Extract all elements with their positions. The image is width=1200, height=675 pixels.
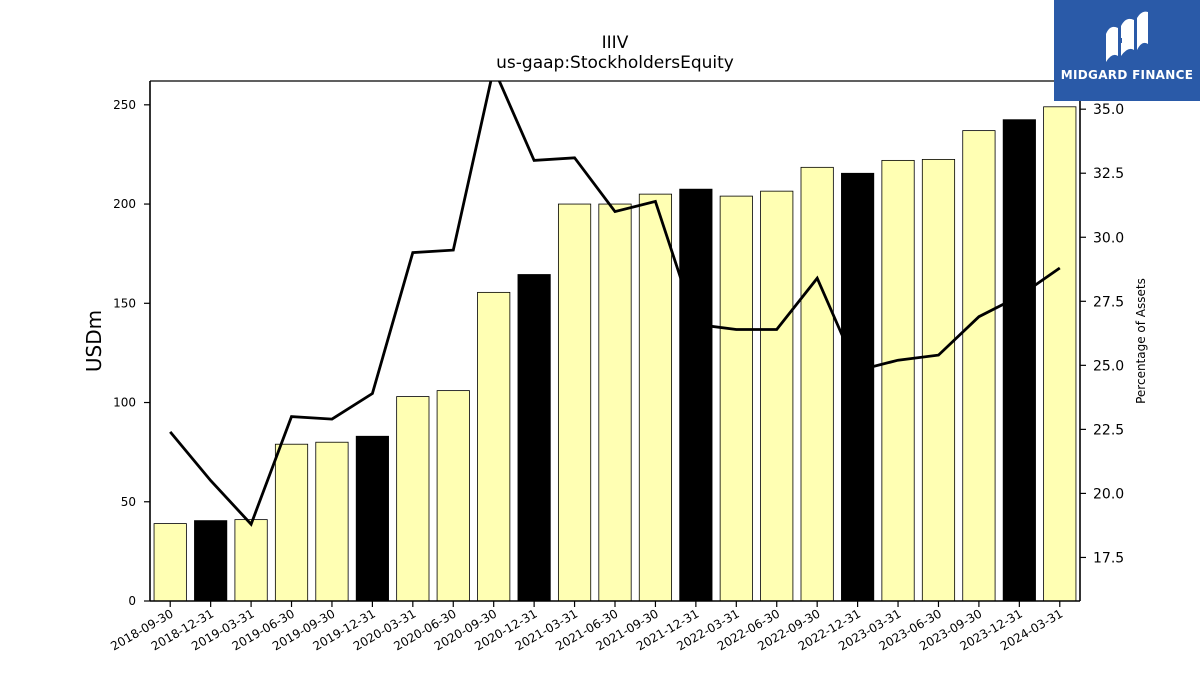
bar-2023-03-31 xyxy=(881,159,915,602)
bar-2018-12-31 xyxy=(194,520,228,602)
logo-text: MIDGARD FINANCE xyxy=(1060,68,1194,82)
y-tick-label-left: 0 xyxy=(128,594,136,608)
y-tick-label-right: 35.0 xyxy=(1093,102,1124,118)
percentage-of-assets-line xyxy=(169,81,1061,527)
bar-2023-09-30 xyxy=(962,130,996,602)
bar-2019-06-30 xyxy=(274,443,309,602)
y-tick-label-right: 25.0 xyxy=(1093,358,1124,374)
y-tick-label-left: 150 xyxy=(113,296,136,310)
bar-2021-12-31 xyxy=(679,188,713,602)
bar-2022-09-30 xyxy=(800,166,834,602)
y-axis-label-right: Percentage of Assets xyxy=(1134,278,1148,404)
bar-2018-09-30 xyxy=(153,523,187,602)
bar-2020-09-30 xyxy=(477,291,511,602)
bar-2019-09-30 xyxy=(315,441,349,602)
bar-2022-06-30 xyxy=(760,190,794,602)
y-tick-label-right: 22.5 xyxy=(1093,422,1124,438)
midgard-logo-icon xyxy=(1106,11,1148,62)
bar-2023-06-30 xyxy=(921,158,956,602)
y-tick-label-right: 27.5 xyxy=(1093,294,1124,310)
bar-2024-03-31 xyxy=(1043,106,1077,602)
bar-2021-09-30 xyxy=(638,193,673,602)
y-axis-label-left: USDm xyxy=(82,310,106,372)
midgard-finance-logo: MIDGARD FINANCE xyxy=(1054,0,1200,101)
bar-2020-03-31 xyxy=(396,396,430,602)
y-tick-label-left: 50 xyxy=(121,495,136,509)
y-tick-label-right: 20.0 xyxy=(1093,486,1124,502)
y-tick-label-left: 100 xyxy=(113,396,136,410)
bar-2021-06-30 xyxy=(598,203,632,602)
chart-subtitle: us-gaap:StockholdersEquity xyxy=(496,53,734,73)
line-layer xyxy=(169,81,1061,527)
bar-2020-06-30 xyxy=(436,390,470,602)
bars-layer xyxy=(153,106,1077,602)
bar-2021-03-31 xyxy=(557,203,592,602)
y-tick-label-right: 30.0 xyxy=(1093,230,1124,246)
bar-2023-12-31 xyxy=(1002,119,1036,602)
y-tick-label-left: 250 xyxy=(113,98,136,112)
y-tick-label-left: 200 xyxy=(113,197,136,211)
bar-2022-12-31 xyxy=(841,172,875,602)
bar-2022-03-31 xyxy=(719,195,753,602)
bar-2019-12-31 xyxy=(355,435,389,602)
y-tick-label-right: 32.5 xyxy=(1093,166,1124,182)
bar-2020-12-31 xyxy=(517,274,551,602)
bar-2019-03-31 xyxy=(234,519,268,602)
chart-title: IIIV xyxy=(602,33,629,53)
y-tick-label-right: 17.5 xyxy=(1093,550,1124,566)
